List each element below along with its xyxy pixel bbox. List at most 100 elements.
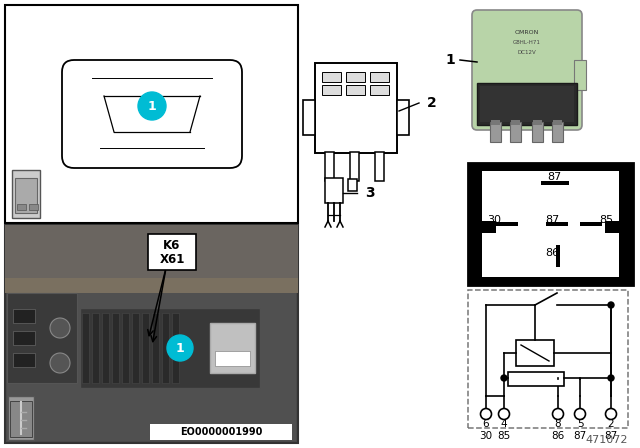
- Bar: [350, 152, 359, 181]
- Text: 1: 1: [148, 99, 156, 112]
- Bar: [112, 313, 119, 383]
- Bar: [490, 122, 501, 142]
- Bar: [370, 85, 389, 95]
- Bar: [556, 245, 560, 267]
- Bar: [132, 313, 139, 383]
- FancyBboxPatch shape: [472, 10, 582, 130]
- Text: 85: 85: [497, 431, 511, 441]
- Bar: [215, 351, 250, 366]
- Circle shape: [501, 375, 507, 381]
- Bar: [508, 372, 564, 386]
- Bar: [605, 221, 619, 233]
- Circle shape: [552, 409, 563, 419]
- Text: 471072: 471072: [586, 435, 628, 445]
- Bar: [346, 85, 365, 95]
- Bar: [82, 313, 89, 383]
- Bar: [303, 100, 315, 135]
- Bar: [322, 85, 341, 95]
- Bar: [482, 221, 496, 233]
- Circle shape: [138, 92, 166, 120]
- Text: DC12V: DC12V: [518, 49, 536, 55]
- Bar: [325, 178, 343, 203]
- Text: G8HL-H71: G8HL-H71: [513, 39, 541, 44]
- Text: EO0000001990: EO0000001990: [180, 427, 262, 437]
- Bar: [574, 60, 586, 90]
- Text: 1: 1: [175, 341, 184, 354]
- Bar: [5, 225, 298, 283]
- Text: 5: 5: [577, 419, 583, 429]
- Circle shape: [50, 353, 70, 373]
- Circle shape: [608, 375, 614, 381]
- Bar: [348, 179, 357, 191]
- Bar: [17, 204, 26, 210]
- Bar: [468, 163, 633, 285]
- Circle shape: [608, 302, 614, 308]
- Bar: [5, 5, 298, 223]
- Text: 2: 2: [608, 419, 614, 429]
- Bar: [546, 222, 568, 226]
- Circle shape: [575, 409, 586, 419]
- Circle shape: [50, 318, 70, 338]
- Text: 8: 8: [555, 419, 561, 429]
- Bar: [346, 72, 365, 82]
- Bar: [580, 222, 602, 226]
- Text: 4: 4: [500, 419, 508, 429]
- Bar: [148, 234, 196, 270]
- Circle shape: [499, 409, 509, 419]
- Bar: [533, 120, 542, 125]
- Bar: [5, 278, 298, 293]
- Bar: [322, 72, 341, 82]
- Bar: [375, 152, 384, 181]
- Text: 86: 86: [552, 431, 564, 441]
- Bar: [13, 331, 35, 345]
- Bar: [210, 323, 255, 373]
- Bar: [552, 122, 563, 142]
- Bar: [510, 122, 521, 142]
- Bar: [172, 313, 179, 383]
- Text: 87: 87: [573, 431, 587, 441]
- Text: 30: 30: [479, 431, 493, 441]
- Text: 87: 87: [545, 215, 559, 225]
- Bar: [315, 63, 397, 153]
- Circle shape: [605, 409, 616, 419]
- Bar: [29, 204, 38, 210]
- Bar: [7, 227, 296, 441]
- Text: X61: X61: [159, 253, 185, 266]
- Text: 85: 85: [599, 215, 613, 225]
- Bar: [491, 120, 500, 125]
- Bar: [480, 86, 574, 122]
- Bar: [102, 313, 109, 383]
- Text: 30: 30: [487, 215, 501, 225]
- FancyBboxPatch shape: [62, 60, 242, 168]
- Text: 1: 1: [445, 53, 455, 67]
- Bar: [516, 340, 554, 366]
- Bar: [122, 313, 129, 383]
- Text: 87: 87: [604, 431, 618, 441]
- Bar: [468, 290, 628, 428]
- Bar: [532, 122, 543, 142]
- Bar: [142, 313, 149, 383]
- Bar: [325, 152, 334, 181]
- Bar: [477, 83, 577, 125]
- Bar: [162, 313, 169, 383]
- Text: K6: K6: [163, 238, 180, 251]
- Text: 2: 2: [427, 96, 437, 110]
- Bar: [12, 170, 40, 218]
- Bar: [92, 313, 99, 383]
- Bar: [511, 120, 520, 125]
- Bar: [541, 181, 569, 185]
- Circle shape: [481, 409, 492, 419]
- Text: 87: 87: [547, 172, 561, 182]
- Text: 3: 3: [365, 186, 375, 200]
- Bar: [150, 424, 292, 440]
- Circle shape: [167, 335, 193, 361]
- Bar: [397, 100, 409, 135]
- Bar: [496, 222, 518, 226]
- Bar: [5, 225, 298, 443]
- Text: OMRON: OMRON: [515, 30, 539, 34]
- Bar: [15, 178, 37, 213]
- Bar: [13, 309, 35, 323]
- Bar: [482, 171, 619, 277]
- Bar: [553, 120, 562, 125]
- Text: 6: 6: [483, 419, 490, 429]
